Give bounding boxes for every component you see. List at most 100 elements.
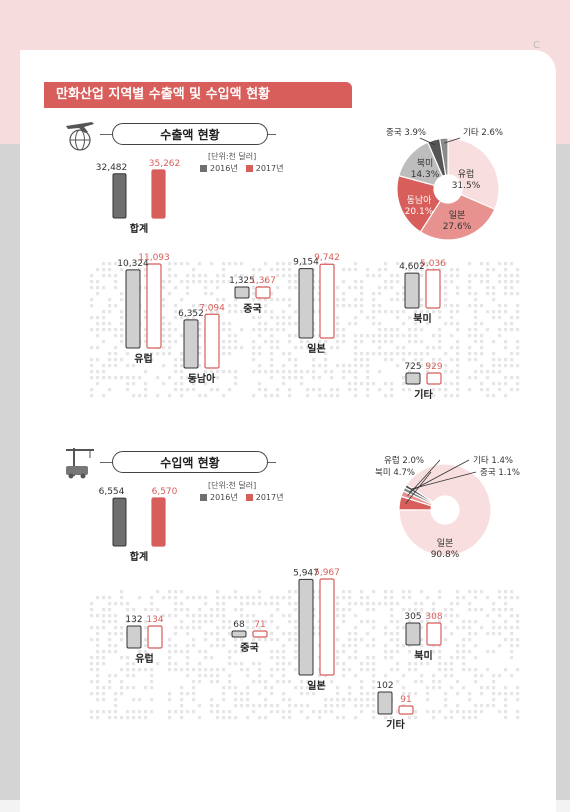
callout-text: 중국 1.1% <box>480 468 520 478</box>
value-label-2017: 5,967 <box>314 568 340 578</box>
page-title: 만화산업 지역별 수출액 및 수입액 현황 <box>44 82 352 108</box>
donut-slice-일본 <box>398 463 492 557</box>
value-label-2016: 9,154 <box>293 258 319 268</box>
category-label: 중국 <box>240 642 258 654</box>
donut-label-동남아: 동남아 <box>407 195 433 206</box>
bar-2016 <box>125 269 141 349</box>
category-label: 기타 <box>414 388 433 401</box>
value-label-2016: 5,947 <box>293 568 319 578</box>
donut-slice-유럽 <box>447 137 500 211</box>
value-label-2017: 308 <box>425 612 442 622</box>
bar-2017 <box>151 497 166 547</box>
legend-item-2016: 2016년 <box>200 163 238 174</box>
donut-label-북미: 북미 <box>417 158 434 169</box>
bar-2017 <box>252 630 268 638</box>
legend-item-2017: 2017년 <box>245 163 283 174</box>
export-heading: 수출액 현황 <box>112 123 268 145</box>
export-unit-label: [단위:천 달러] <box>208 152 257 161</box>
donut-callout-기타: 기타 2.6% <box>444 128 503 144</box>
category-label: 일본 <box>307 679 325 692</box>
import-bars-중국: 68 71 중국 <box>231 620 268 654</box>
donut-label-일본: 일본 <box>437 538 454 549</box>
value-label-2016: 6,352 <box>178 309 204 319</box>
donut-callout-중국: 중국 3.9% <box>386 128 436 146</box>
bar-2017 <box>398 705 414 715</box>
bar-2016 <box>405 372 421 385</box>
bar-2016 <box>298 578 314 676</box>
bar-2016 <box>377 691 393 715</box>
import-heading: 수입액 현황 <box>112 451 268 473</box>
bar-2017 <box>425 269 441 309</box>
value-label-2016: 102 <box>376 681 393 691</box>
value-label-2016: 32,482 <box>96 163 128 173</box>
callout-text: 북미 4.7% <box>375 468 415 478</box>
category-label: 유럽 <box>135 652 153 665</box>
donut-value-동남아: 20.1% <box>405 207 434 217</box>
import-bars-유럽: 132 134 유럽 <box>125 615 163 665</box>
value-label-2017: 9,742 <box>314 253 340 263</box>
export-legend: 2016년 2017년 <box>200 163 283 174</box>
value-label-2017: 1,367 <box>250 276 276 286</box>
import-legend: 2016년 2017년 <box>200 492 283 503</box>
page-corner-mark: C <box>533 40 540 51</box>
donut-value-유럽: 31.5% <box>452 181 481 191</box>
callout-text: 기타 1.4% <box>473 456 513 466</box>
bar-2016 <box>405 622 421 646</box>
donut-label-일본: 일본 <box>449 210 466 221</box>
bar-2017 <box>255 286 271 299</box>
donut-slice-동남아 <box>396 174 442 233</box>
bar-2017 <box>319 263 335 339</box>
donut-callout-북미: 북미 4.7% <box>375 468 432 505</box>
construction-crane-icon <box>66 448 94 479</box>
category-label: 북미 <box>414 649 432 662</box>
donut-label-유럽: 유럽 <box>458 169 475 180</box>
donut-callout-중국: 중국 1.1% <box>410 468 520 490</box>
value-label-2017: 35,262 <box>149 159 181 169</box>
donut-slice-중국 <box>404 483 435 504</box>
donut-slice-기타 <box>439 137 449 176</box>
value-label-2016: 1,325 <box>229 276 255 286</box>
export-bars-기타: 725 929 기타 <box>404 362 442 401</box>
category-label: 합계 <box>130 550 148 563</box>
category-label: 동남아 <box>188 372 216 385</box>
plane-globe-icon <box>66 122 94 151</box>
donut-slice-일본 <box>419 193 496 241</box>
import-bars-기타: 102 91 기타 <box>376 681 414 731</box>
category-label: 합계 <box>130 222 148 235</box>
bar-2016 <box>112 173 127 219</box>
bar-2017 <box>151 169 166 219</box>
value-label-2017: 929 <box>425 362 442 372</box>
export-total-bars: 32,482 35,262 합계 <box>96 159 181 235</box>
category-label: 기타 <box>386 718 405 731</box>
import-total-bars: 6,554 6,570 합계 <box>99 487 178 563</box>
bar-2016 <box>234 286 250 299</box>
category-label: 중국 <box>243 303 261 315</box>
category-label: 북미 <box>413 312 431 325</box>
value-label-2016: 6,554 <box>99 487 125 497</box>
legend-item-2017: 2017년 <box>245 492 283 503</box>
donut-value-북미: 14.3% <box>411 170 440 180</box>
value-label-2017: 5,036 <box>420 259 446 269</box>
category-label: 유럽 <box>134 352 152 365</box>
bar-2016 <box>126 625 142 649</box>
import-bars-북미: 305 308 북미 <box>404 612 442 662</box>
donut-value-일본: 90.8% <box>431 550 460 560</box>
value-label-2017: 71 <box>254 620 265 630</box>
value-label-2017: 11,093 <box>138 253 170 263</box>
value-label-2017: 91 <box>400 695 411 705</box>
import-unit-label: [단위:천 달러] <box>208 481 257 490</box>
callout-text: 기타 2.6% <box>463 128 503 138</box>
callout-text: 중국 3.9% <box>386 128 426 138</box>
bar-2016 <box>112 497 127 547</box>
bar-2017 <box>204 313 220 369</box>
bar-2017 <box>426 622 442 646</box>
category-label: 일본 <box>307 342 325 355</box>
bar-2017 <box>426 372 442 385</box>
